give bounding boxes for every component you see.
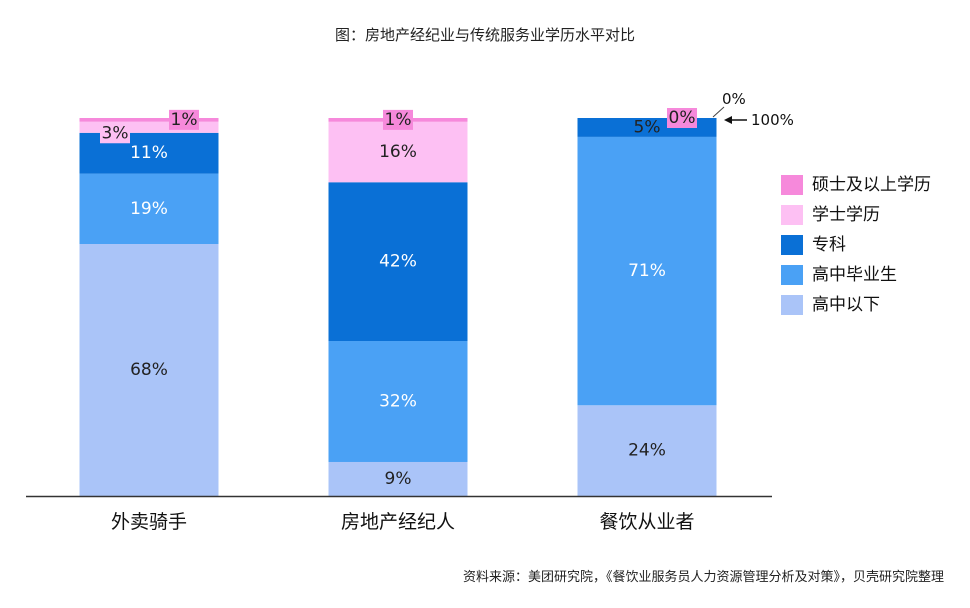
bar-stack: 24%71%5%0%0% bbox=[577, 108, 717, 496]
label-background bbox=[100, 123, 130, 144]
bar-value-label: 9% bbox=[385, 469, 412, 489]
bar-value-label: 71% bbox=[628, 261, 666, 281]
category-label: 房地产经纪人 bbox=[341, 511, 455, 533]
bar-stack: 9% 32% 42% 16% 1% bbox=[328, 109, 468, 496]
legend-swatch bbox=[781, 295, 803, 315]
legend-item: 硕士及以上学历 bbox=[781, 175, 931, 195]
bar-value-label: 1% bbox=[385, 110, 412, 130]
bar-segment bbox=[577, 405, 717, 496]
annotation-hundred: 100% bbox=[751, 111, 794, 129]
legend-label: 高中以下 bbox=[812, 295, 880, 315]
legend-item: 高中以下 bbox=[781, 295, 880, 315]
chart-title: 图：房地产经纪业与传统服务业学历水平对比 bbox=[335, 26, 635, 44]
label-background bbox=[667, 108, 697, 128]
bar-segment bbox=[328, 341, 468, 462]
bar-segment bbox=[577, 136, 717, 406]
legend-label: 硕士及以上学历 bbox=[812, 175, 931, 195]
legend-swatch bbox=[781, 205, 803, 225]
legend-swatch bbox=[781, 265, 803, 285]
bar-value-label: 42% bbox=[379, 252, 417, 272]
annotations: 0% 100% bbox=[712, 90, 794, 129]
bar-segment bbox=[328, 461, 468, 496]
bar-value-label: 24% bbox=[628, 441, 666, 461]
bar-value-label: 11% bbox=[130, 143, 168, 163]
bar-value-label: 16% bbox=[379, 142, 417, 162]
category-label: 外卖骑手 bbox=[111, 511, 187, 533]
bar-stack: 68% 19% 11%3% 1% bbox=[79, 109, 219, 496]
annotation-zero: 0% bbox=[722, 90, 746, 108]
bar-value-label: 0% bbox=[669, 108, 696, 128]
source-note: 资料来源：美团研究院，《餐饮业服务员人力资源管理分析及对策》，贝壳研究院整理 bbox=[463, 569, 944, 585]
bar-value-label: 32% bbox=[379, 392, 417, 412]
legend-swatch bbox=[781, 235, 803, 255]
arrow-left-icon bbox=[724, 116, 732, 124]
legend-item: 专科 bbox=[781, 235, 846, 255]
bar-segment bbox=[79, 173, 219, 244]
legend-item: 学士学历 bbox=[781, 205, 880, 225]
bar-value-label: 1% bbox=[171, 110, 198, 130]
bar-segment bbox=[79, 244, 219, 496]
bar-segment bbox=[79, 118, 219, 122]
annotation-leader bbox=[712, 106, 725, 118]
bar-value-label: 19% bbox=[130, 199, 168, 219]
category-labels: 外卖骑手 房地产经纪人 餐饮从业者 bbox=[111, 511, 695, 533]
bar-value-label: 68% bbox=[130, 360, 168, 380]
bar-value-label: 3% bbox=[102, 123, 129, 143]
legend-swatch bbox=[781, 175, 803, 195]
bars-group: 68%19%11%3%1%9%32%42%16%1%24%71%5%0%0% bbox=[79, 108, 717, 496]
label-background bbox=[169, 109, 199, 130]
legend-label: 高中毕业生 bbox=[812, 265, 897, 285]
legend-item: 高中毕业生 bbox=[781, 265, 897, 285]
legend-label: 学士学历 bbox=[812, 205, 880, 225]
bar-segment bbox=[328, 121, 468, 183]
category-label: 餐饮从业者 bbox=[599, 511, 694, 533]
legend-label: 专科 bbox=[812, 235, 846, 255]
bar-segment bbox=[79, 121, 219, 133]
label-background bbox=[383, 109, 413, 130]
bar-value-label: 5% bbox=[634, 117, 661, 137]
bar-segment bbox=[328, 182, 468, 342]
